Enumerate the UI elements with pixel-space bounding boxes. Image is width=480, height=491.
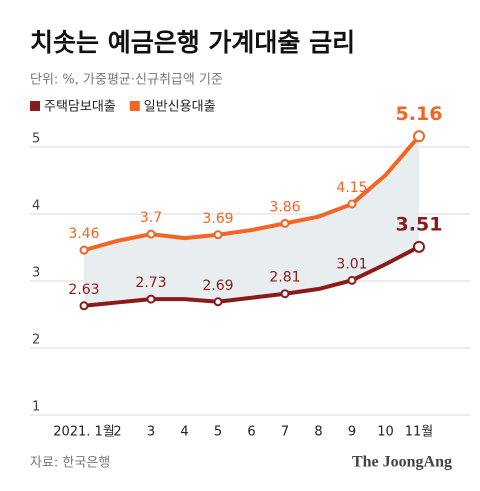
data-label: 2.73 [135, 275, 166, 291]
data-label: 2.81 [269, 270, 300, 286]
data-label: 3.51 [396, 213, 443, 235]
data-label: 3.46 [68, 226, 99, 242]
data-label: 5.16 [396, 103, 443, 125]
legend-label: 일반신용대출 [144, 100, 216, 115]
chart-title: 치솟는 예금은행 가계대출 금리 [30, 28, 355, 57]
data-label: 3.86 [269, 199, 300, 215]
point-marker [213, 230, 223, 240]
data-label: 2.63 [68, 282, 99, 298]
x-tick-label: 4 [180, 425, 188, 440]
y-tick-label: 3 [32, 266, 40, 281]
point-marker [347, 199, 357, 209]
x-tick-label: 6 [247, 425, 255, 440]
series-line [83, 245, 420, 308]
y-tick-label: 4 [32, 199, 40, 214]
legend-swatch [30, 101, 40, 111]
chart-subtitle: 단위: %, 가중평균·신규취급액 기준 [30, 73, 223, 88]
x-tick-label: 2021. 1월 [53, 425, 115, 440]
x-tick-label: 3 [147, 425, 155, 440]
point-marker [347, 275, 357, 285]
x-tick-label: 8 [314, 425, 322, 440]
point-marker [413, 130, 425, 143]
data-label: 3.01 [336, 256, 367, 272]
band-fill [84, 136, 419, 306]
x-tick-label: 9 [348, 425, 356, 440]
source: 자료: 한국은행 [30, 455, 110, 471]
y-tick-label: 5 [32, 132, 40, 147]
point-marker [146, 294, 156, 304]
data-label: 2.69 [202, 278, 233, 294]
point-marker [79, 301, 89, 311]
point-marker [79, 245, 89, 255]
credit: The JoongAng [352, 454, 452, 471]
point-marker [280, 289, 290, 299]
data-label: 3.7 [140, 210, 162, 226]
legend-swatch [129, 101, 140, 111]
x-tick-label: 7 [281, 425, 289, 440]
x-tick-label: 5 [214, 425, 222, 440]
x-tick-label: 10 [377, 425, 394, 440]
x-tick-label: 2 [113, 425, 121, 440]
data-label: 4.15 [336, 180, 367, 196]
point-marker [280, 218, 290, 228]
legend-label: 주택담보대출 [44, 100, 116, 115]
y-tick-label: 2 [32, 333, 40, 348]
series-line [83, 134, 421, 253]
x-tick-label: 11월 [405, 425, 434, 440]
point-marker [213, 297, 223, 307]
point-marker [413, 240, 425, 253]
y-tick-label: 1 [32, 400, 40, 415]
point-marker [146, 229, 156, 239]
data-label: 3.69 [202, 211, 233, 227]
